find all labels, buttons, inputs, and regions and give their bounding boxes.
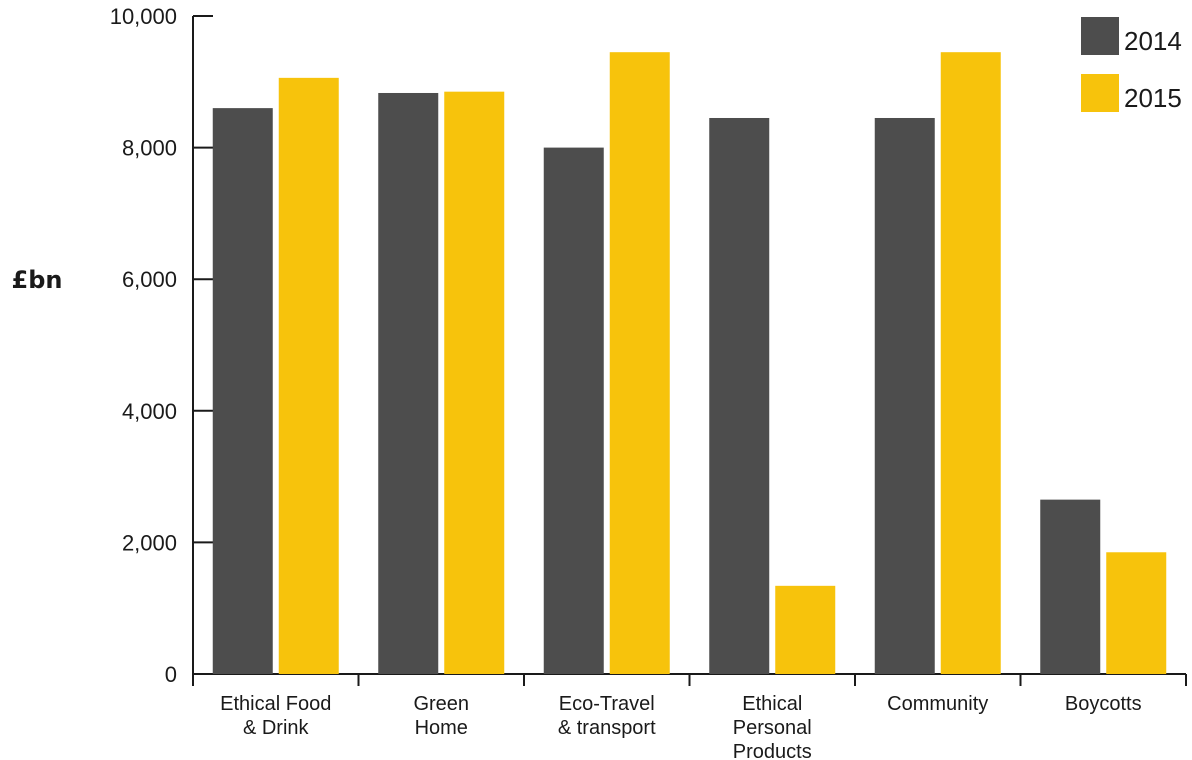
bar-2015-5 xyxy=(1106,552,1167,674)
bar-2015-2 xyxy=(609,52,670,674)
legend-swatch-2014 xyxy=(1081,17,1119,55)
y-tick-label: 0 xyxy=(165,662,177,687)
bar-2014-0 xyxy=(212,108,273,675)
y-tick-label: 6,000 xyxy=(122,267,177,292)
bar-2014-5 xyxy=(1040,499,1101,674)
y-axis-label: £bn xyxy=(12,266,63,294)
y-tick-label: 2,000 xyxy=(122,530,177,555)
bar-2014-3 xyxy=(709,117,770,675)
x-category-label: Green xyxy=(413,693,469,715)
x-category-label: Eco-Travel xyxy=(559,693,655,715)
x-category-label: & transport xyxy=(558,717,656,739)
x-category-label: Community xyxy=(887,693,988,715)
y-tick-label: 4,000 xyxy=(122,399,177,424)
x-category-label: Products xyxy=(733,741,812,760)
x-category-label: & Drink xyxy=(243,717,310,739)
x-category-label: Home xyxy=(415,717,468,739)
bar-2014-4 xyxy=(874,117,935,675)
bar-2014-2 xyxy=(543,147,604,675)
legend-label: 2014 xyxy=(1124,26,1182,56)
y-tick-label: 8,000 xyxy=(122,136,177,161)
bar-2015-3 xyxy=(775,585,836,674)
bar-2015-0 xyxy=(278,77,339,675)
x-category-label: Ethical Food xyxy=(220,693,331,715)
bar-2014-1 xyxy=(378,92,439,674)
x-category-label: Boycotts xyxy=(1065,693,1142,715)
bar-2015-1 xyxy=(444,91,505,675)
x-category-label: Ethical xyxy=(742,693,802,715)
bar-2015-4 xyxy=(940,52,1001,674)
y-tick-label: 10,000 xyxy=(110,4,177,29)
x-category-label: Personal xyxy=(733,717,812,739)
legend-swatch-2015 xyxy=(1081,74,1119,112)
legend-label: 2015 xyxy=(1124,83,1182,113)
